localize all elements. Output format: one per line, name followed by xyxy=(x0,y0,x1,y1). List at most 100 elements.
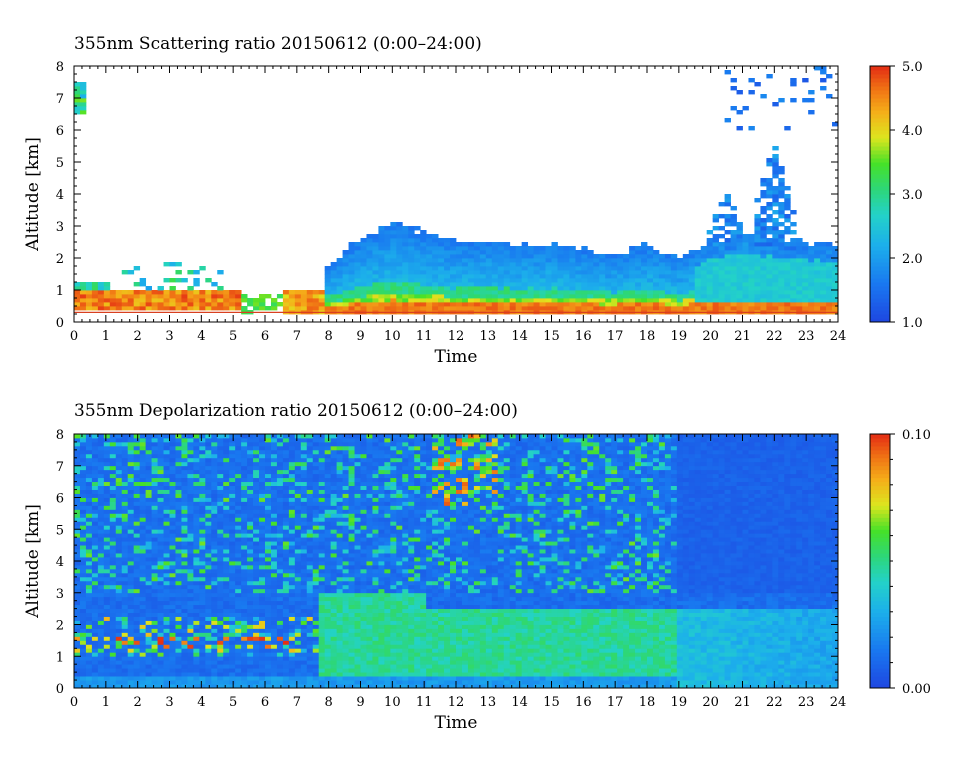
heatmap-cell xyxy=(288,473,296,479)
heatmap-cell xyxy=(641,286,648,291)
heatmap-cell xyxy=(282,684,290,689)
heatmap-cell xyxy=(235,592,242,598)
heatmap-cell xyxy=(103,592,111,598)
heatmap-cell xyxy=(682,262,690,267)
heatmap-cell xyxy=(491,274,499,279)
heatmap-cell xyxy=(79,434,87,439)
heatmap-cell xyxy=(187,541,194,546)
heatmap-cell xyxy=(259,656,266,661)
heatmap-cell xyxy=(139,624,147,629)
heatmap-cell xyxy=(205,668,212,673)
heatmap-cell xyxy=(181,549,188,554)
heatmap-cell xyxy=(300,521,308,526)
heatmap-cell xyxy=(724,270,731,275)
heatmap-cell xyxy=(217,608,224,613)
heatmap-cell xyxy=(479,286,487,291)
heatmap-cell xyxy=(282,572,290,578)
heatmap-cell xyxy=(641,266,648,271)
heatmap-cell xyxy=(306,676,314,681)
heatmap-cell xyxy=(784,214,791,219)
colorbar-segment xyxy=(870,318,890,323)
heatmap-cell xyxy=(832,254,839,259)
heatmap-cell xyxy=(754,234,761,239)
heatmap-cell xyxy=(259,509,266,514)
heatmap-cell xyxy=(605,294,612,299)
heatmap-cell xyxy=(205,533,212,538)
heatmap-cell xyxy=(724,242,731,247)
heatmap-cell xyxy=(300,465,308,471)
heatmap-cell xyxy=(664,278,672,283)
heatmap-cell xyxy=(569,266,576,271)
heatmap-cell xyxy=(115,576,123,582)
heatmap-cell xyxy=(217,588,224,594)
heatmap-cell xyxy=(115,489,123,494)
heatmap-cell xyxy=(545,250,552,255)
heatmap-cell xyxy=(372,286,379,291)
heatmap-cell xyxy=(658,282,666,287)
heatmap-cell xyxy=(432,298,439,303)
heatmap-cell xyxy=(157,434,164,439)
heatmap-cell xyxy=(306,553,314,558)
heatmap-cell xyxy=(211,549,218,554)
heatmap-cell xyxy=(205,652,212,657)
heatmap-cell xyxy=(808,298,815,303)
heatmap-cell xyxy=(629,278,636,283)
heatmap-cell xyxy=(259,676,266,681)
heatmap-cell xyxy=(509,250,517,255)
heatmap-cell xyxy=(444,290,451,295)
heatmap-cell xyxy=(115,636,123,641)
heatmap-cell xyxy=(306,445,314,451)
heatmap-cell xyxy=(288,592,296,598)
heatmap-cell xyxy=(324,290,332,295)
heatmap-cell xyxy=(390,250,397,255)
heatmap-cell xyxy=(133,537,141,542)
heatmap-cell xyxy=(270,493,278,498)
heatmap-cell xyxy=(91,445,99,451)
heatmap-cell xyxy=(688,262,696,267)
heatmap-cell xyxy=(790,270,797,275)
heatmap-cell xyxy=(103,600,111,606)
heatmap-cell xyxy=(175,588,182,594)
heatmap-cell xyxy=(187,493,194,498)
heatmap-cell xyxy=(217,453,224,459)
heatmap-cell xyxy=(294,485,302,490)
heatmap-cell xyxy=(312,541,320,546)
heatmap-cell xyxy=(312,636,320,641)
heatmap-cell xyxy=(169,473,176,479)
heatmap-cell xyxy=(74,529,81,534)
heatmap-cell xyxy=(133,561,141,566)
heatmap-cell xyxy=(241,648,248,653)
heatmap-cell xyxy=(163,652,170,657)
heatmap-cell xyxy=(163,620,170,625)
heatmap-cell xyxy=(569,262,576,267)
heatmap-cell xyxy=(563,294,570,299)
heatmap-cell xyxy=(259,592,266,598)
heatmap-cell xyxy=(157,477,164,483)
heatmap-cell xyxy=(259,437,266,443)
heatmap-cell xyxy=(479,290,487,295)
heatmap-cell xyxy=(384,234,391,239)
heatmap-cell xyxy=(384,250,391,255)
heatmap-cell xyxy=(97,445,105,451)
heatmap-cell xyxy=(187,561,194,566)
heatmap-cell xyxy=(826,262,833,267)
heatmap-cell xyxy=(187,652,194,657)
heatmap-cell xyxy=(109,676,117,681)
heatmap-cell xyxy=(635,302,642,307)
heatmap-cell xyxy=(306,664,314,669)
heatmap-cell xyxy=(115,584,123,590)
heatmap-cell xyxy=(74,576,81,582)
heatmap-cell xyxy=(282,294,290,299)
heatmap-cell xyxy=(718,250,725,255)
heatmap-cell xyxy=(91,568,99,574)
heatmap-cell xyxy=(294,453,302,459)
heatmap-cell xyxy=(175,561,182,566)
heatmap-cell xyxy=(354,286,361,291)
heatmap-cell xyxy=(241,592,248,598)
heatmap-cell xyxy=(127,648,135,653)
heatmap-cell xyxy=(253,489,260,494)
heatmap-cell xyxy=(211,525,218,530)
heatmap-cell xyxy=(402,242,409,247)
heatmap-cell xyxy=(611,266,618,271)
heatmap-cell xyxy=(778,250,785,255)
